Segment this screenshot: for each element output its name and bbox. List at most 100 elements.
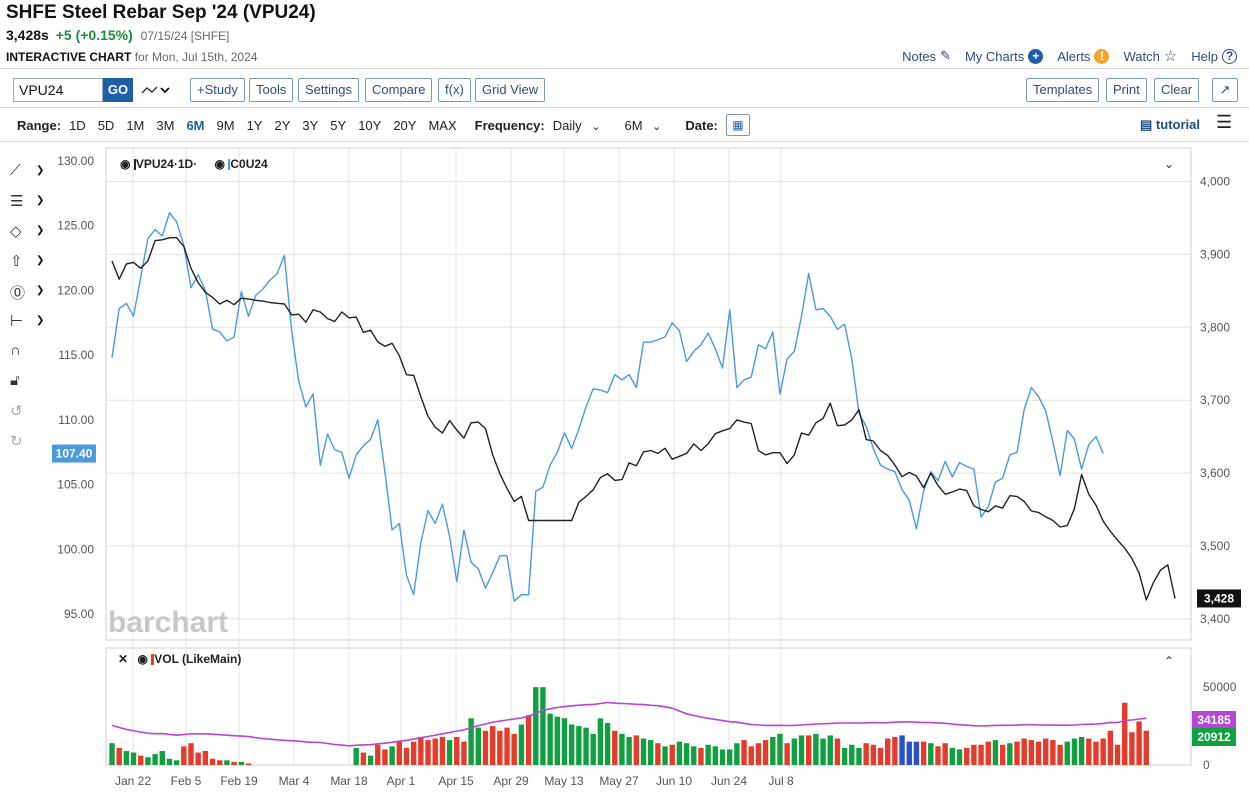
- tools-button[interactable]: Tools: [249, 78, 294, 102]
- page-title: SHFE Steel Rebar Sep '24 (VPU24): [6, 2, 316, 23]
- volume-bar: [777, 733, 783, 765]
- trendline-tool[interactable]: ⟋ ❯: [10, 162, 46, 184]
- price-chart[interactable]: barchart 130.00125.00120.00115.00110.001…: [0, 142, 1249, 795]
- volume-bar: [583, 727, 589, 765]
- legend-volume[interactable]: VOL (LikeMain): [154, 652, 242, 666]
- annotation-tool[interactable]: ⓪ ❯: [10, 282, 46, 304]
- volume-bar: [540, 687, 546, 765]
- left-axis-tick: 95.00: [64, 607, 94, 621]
- volume-axis-tick: 0: [1203, 758, 1210, 772]
- redo-button[interactable]: ↻: [10, 432, 46, 454]
- volume-bar: [202, 750, 209, 765]
- go-button[interactable]: GO: [103, 78, 133, 102]
- notes-link[interactable]: Notes ✎: [902, 48, 951, 64]
- right-current-badge-text: 3,428: [1204, 591, 1234, 605]
- chart-type-selector[interactable]: [140, 80, 172, 100]
- x-axis-tick: Feb 19: [220, 774, 258, 788]
- range-3m[interactable]: 3M: [156, 117, 175, 133]
- legend-vpu24[interactable]: VPU24·1D·: [135, 157, 198, 171]
- volume-bar: [561, 718, 568, 765]
- range-1m[interactable]: 1M: [126, 117, 145, 133]
- range-1d[interactable]: 1D: [69, 117, 86, 133]
- study-button[interactable]: +Study: [190, 78, 245, 102]
- range-2y[interactable]: 2Y: [274, 117, 291, 133]
- volume-bar: [130, 752, 137, 765]
- volume-bar: [181, 746, 187, 765]
- barchart-watermark: barchart: [108, 606, 228, 639]
- measure-tool[interactable]: ⊢ ❯: [10, 312, 46, 334]
- volume-bar: [964, 747, 970, 765]
- range-5y[interactable]: 5Y: [330, 117, 347, 133]
- help-icon: ?: [1222, 48, 1237, 64]
- help-link[interactable]: Help?: [1191, 48, 1237, 64]
- right-axis-tick: 3,800: [1200, 320, 1230, 334]
- volume-bar: [209, 758, 216, 765]
- range-3y[interactable]: 3Y: [302, 117, 319, 133]
- volume-last-badge-bg: [1192, 728, 1236, 746]
- date-label: Date:: [685, 117, 718, 133]
- expand-button[interactable]: ↗: [1212, 78, 1238, 102]
- volume-bar: [547, 713, 553, 765]
- volume-bar: [899, 735, 905, 765]
- x-axis-tick: Jan 22: [115, 774, 151, 788]
- arrow-tool[interactable]: ⇧ ❯: [10, 252, 46, 274]
- close-icon[interactable]: ✕: [118, 652, 129, 666]
- tutorial-link[interactable]: ▤ tutorial: [1140, 117, 1200, 132]
- volume-bar: [633, 735, 640, 765]
- watch-link[interactable]: Watch ☆: [1123, 48, 1178, 65]
- alerts-link[interactable]: Alerts!: [1057, 48, 1110, 64]
- menu-button[interactable]: ☰: [1216, 112, 1232, 133]
- magnet-tool[interactable]: ∩: [10, 342, 46, 364]
- print-button[interactable]: Print: [1106, 78, 1147, 102]
- edit-icon: ✎: [940, 48, 951, 63]
- range-max[interactable]: MAX: [428, 117, 457, 133]
- volume-bar: [770, 736, 776, 765]
- shape-tool[interactable]: ◇ ❯: [10, 222, 46, 244]
- volume-bar: [647, 740, 654, 765]
- measure-icon: ⊢: [10, 313, 24, 330]
- range-5d[interactable]: 5D: [97, 117, 115, 133]
- range-9m[interactable]: 9M: [216, 117, 235, 133]
- volume-bar: [389, 746, 395, 765]
- grid-view-button[interactable]: Grid View: [475, 78, 546, 102]
- volume-bar: [166, 758, 173, 765]
- volume-axis-tick: 50000: [1203, 680, 1237, 694]
- volume-bar: [885, 738, 891, 765]
- calendar-button[interactable]: ▦: [725, 114, 750, 136]
- settings-button[interactable]: Settings: [298, 78, 359, 102]
- frequency-select[interactable]: Daily ⌄: [552, 117, 601, 133]
- volume-bar: [604, 722, 611, 765]
- legend-c0u24[interactable]: C0U24: [230, 157, 268, 171]
- clear-button[interactable]: Clear: [1154, 78, 1200, 102]
- volume-bar: [640, 738, 647, 765]
- collapse-main-button[interactable]: ⌄: [1164, 157, 1174, 171]
- templates-button[interactable]: Templates: [1026, 78, 1100, 102]
- price-meta: 07/15/24 [SHFE]: [140, 29, 230, 43]
- range-20y[interactable]: 20Y: [393, 117, 417, 133]
- volume-bar: [784, 743, 790, 765]
- hamburger-icon: ☰: [1216, 112, 1233, 132]
- range-1y[interactable]: 1Y: [246, 117, 263, 133]
- volume-bar: [798, 735, 805, 765]
- fibonacci-tool[interactable]: ☰ ❯: [10, 192, 46, 214]
- volume-bar: [152, 754, 158, 765]
- compare-button[interactable]: Compare: [365, 78, 433, 102]
- eye-icon: ◉: [214, 157, 226, 171]
- fx-button[interactable]: f(x): [438, 78, 471, 102]
- period-select[interactable]: 6M ⌄: [624, 117, 662, 133]
- eye-icon: ◉: [137, 652, 148, 666]
- eye-icon: ◉: [120, 157, 131, 171]
- range-10y[interactable]: 10Y: [358, 117, 382, 133]
- symbol-input[interactable]: VPU24: [13, 78, 103, 102]
- range-6m[interactable]: 6M: [186, 117, 205, 133]
- volume-bar: [913, 741, 920, 765]
- volume-bar: [367, 755, 374, 765]
- lock-tool[interactable]: 🔓︎: [10, 372, 46, 394]
- volume-bar: [992, 740, 999, 765]
- x-axis-tick: Feb 5: [171, 774, 202, 788]
- vpu24-line: [111, 236, 1176, 601]
- collapse-volume-button[interactable]: ⌃: [1164, 654, 1174, 668]
- undo-button[interactable]: ↺: [10, 402, 46, 424]
- my-charts-link[interactable]: My Charts +: [965, 48, 1044, 64]
- volume-bar: [877, 747, 884, 765]
